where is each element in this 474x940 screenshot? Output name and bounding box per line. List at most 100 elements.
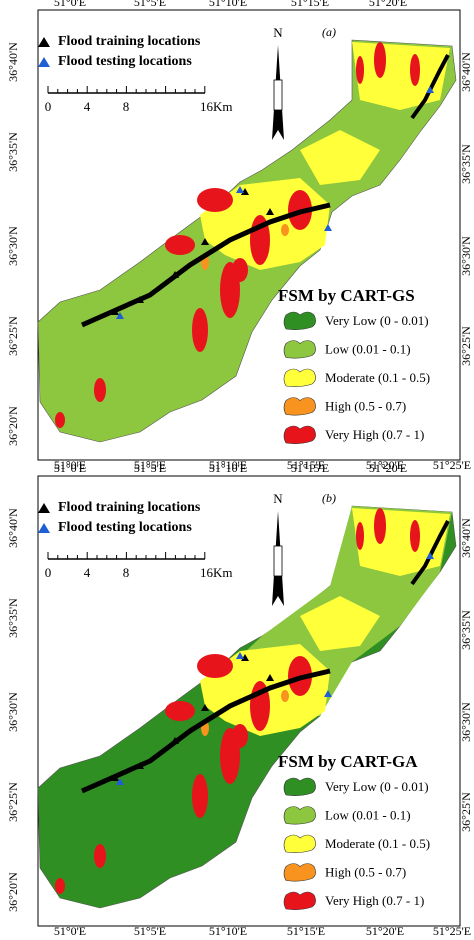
scale-label: 4 [84,99,91,114]
very-high-zone [356,522,364,550]
bottom-tick-label: 51°10'E [209,458,247,472]
legend-swatch [283,397,316,416]
legend-swatch [283,834,316,853]
panel-label: (a) [322,25,336,39]
high-zone [281,690,289,702]
top-tick-label: 51°15'E [291,461,329,475]
bottom-tick-label: 51°25'E [433,924,471,938]
testing-marker [116,778,124,785]
top-tick-label: 51°5'E [134,0,166,9]
very-high-zone [55,412,65,428]
bottom-tick-label: 51°5'E [134,458,166,472]
left-tick-label: 36°30'N [6,692,20,732]
training-marker [171,271,179,278]
scale-label: 8 [123,99,130,114]
right-tick-label: 36°35'N [459,610,473,650]
left-tick-label: 36°20'N [6,872,20,912]
legend-label: Very High (0.7 - 1) [325,893,424,908]
scale-label: 0 [45,565,52,580]
testing-marker [236,652,244,659]
north-arrow-band [273,545,283,577]
testing-marker [236,186,244,193]
river-points [410,54,450,120]
very-high-zone [165,701,195,721]
north-label: N [273,25,283,40]
panel: 51°0'E 51°5'E 51°10'E 51°15'E 51°20'E 51°0'E 5… [6,0,473,472]
bottom-tick-label: 51°10'E [209,924,247,938]
very-high-zone [232,724,248,748]
right-tick-label: 36°35'N [459,144,473,184]
legend-swatch [283,806,316,825]
scale-label: 0 [45,99,52,114]
testing-marker [324,224,332,231]
moderate-zone [300,130,380,185]
testing-symbol [38,57,50,67]
left-tick-label: 36°25'N [6,316,20,356]
panel-label: (b) [322,491,336,505]
legend-label: High (0.5 - 0.7) [325,864,406,879]
training-marker [136,296,144,303]
training-marker [241,188,249,195]
bottom-tick-label: 51°0'E [54,924,86,938]
top-tick-label: 51°10'E [209,0,247,9]
testing-symbol [38,523,50,533]
scale-label: 4 [84,565,91,580]
training-marker [266,208,274,215]
bottom-tick-label: 51°15'E [287,924,325,938]
training-marker [111,774,119,781]
very-high-zone [197,654,233,678]
legend-title: FSM by CART-GS [278,286,415,305]
top-tick-label: 51°20'E [369,0,407,9]
very-high-zone [165,235,195,255]
legend-label: Low (0.01 - 0.1) [325,341,411,356]
very-high-zone [94,844,106,868]
very-high-zone [192,774,208,818]
training-marker [266,674,274,681]
top-tick-label: 51°20'E [369,461,407,475]
very-high-zone [356,56,364,84]
testing-marker [426,552,434,559]
testing-marker [324,690,332,697]
top-tick-label: 51°10'E [209,461,247,475]
legend-label: Very Low (0 - 0.01) [325,779,429,794]
bottom-tick-label: 51°20'E [366,458,404,472]
training-marker [111,308,119,315]
river-points [80,668,331,794]
legend-label: Low (0.01 - 0.1) [325,807,411,822]
high-zone [281,224,289,236]
right-tick-label: 36°40'N [459,52,473,92]
river-points [410,520,450,586]
top-tick-label: 51°0'E [54,461,86,475]
panel: 51°0'E 51°5'E 51°10'E 51°15'E 51°20'E 51°0'E 5… [6,461,473,938]
bottom-tick-label: 51°25'E [433,458,471,472]
training-marker [201,704,209,711]
left-tick-label: 36°25'N [6,782,20,822]
legend-label: Moderate (0.1 - 0.5) [325,836,430,851]
left-tick-label: 36°40'N [6,508,20,548]
right-tick-label: 36°25'N [459,792,473,832]
scale-label: 16Km [200,565,233,580]
legend-swatch [283,368,316,387]
right-tick-label: 36°40'N [459,518,473,558]
training-label: Flood training locations [58,500,201,515]
left-tick-label: 36°20'N [6,406,20,446]
legend-label: Moderate (0.1 - 0.5) [325,370,430,385]
right-tick-label: 36°30'N [459,702,473,742]
top-tick-label: 51°15'E [291,0,329,9]
right-tick-label: 36°25'N [459,326,473,366]
bottom-tick-label: 51°20'E [366,924,404,938]
left-tick-label: 36°35'N [6,598,20,638]
scale-label: 8 [123,565,130,580]
training-symbol [38,503,50,513]
scale-label: 16Km [200,99,233,114]
testing-marker [426,86,434,93]
legend-label: Very Low (0 - 0.01) [325,313,429,328]
left-tick-label: 36°30'N [6,226,20,266]
legend-swatch [283,311,316,330]
testing-label: Flood testing locations [58,54,192,69]
bottom-tick-label: 51°5'E [134,924,166,938]
training-label: Flood training locations [58,34,201,49]
very-high-zone [94,378,106,402]
legend-label: High (0.5 - 0.7) [325,398,406,413]
river-points [80,202,331,328]
